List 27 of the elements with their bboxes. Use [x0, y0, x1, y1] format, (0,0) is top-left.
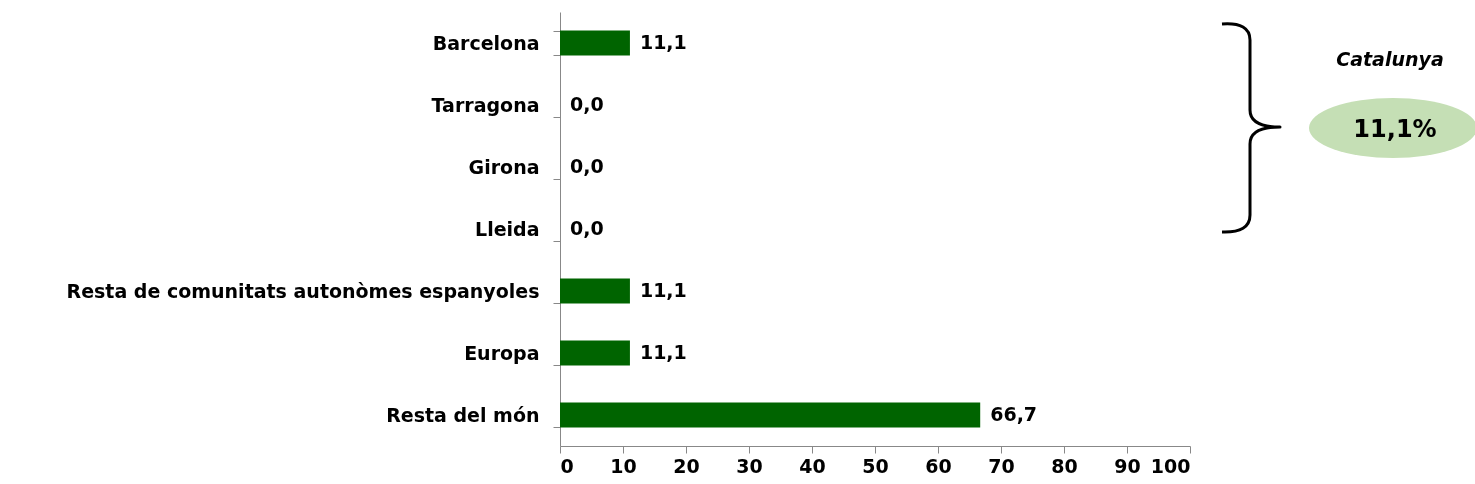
y-tick-label: Girona [468, 155, 540, 178]
x-tick-label: 0 [560, 454, 574, 477]
y-tick-label: Tarragona [431, 93, 540, 116]
y-tick-label: Europa [464, 341, 540, 364]
y-tick-label: Lleida [475, 217, 540, 240]
data-label: 0,0 [570, 217, 604, 239]
data-label: 11,1 [639, 341, 687, 363]
x-tick-label: 70 [988, 454, 1015, 477]
data-label: 11,1 [639, 31, 687, 53]
text: Catalunya [1336, 48, 1444, 70]
x-tick-label: 100 [1150, 454, 1191, 477]
data-label: 11,1 [639, 279, 687, 301]
x-tick-label: 60 [925, 454, 952, 477]
text: 11,1% [1353, 115, 1437, 143]
y-tick-label: Resta del món [386, 403, 540, 426]
y-tick-label: Resta de comunitats autonòmes espanyoles [66, 279, 540, 302]
x-tick-label: 40 [799, 454, 826, 477]
x-tick-label: 30 [736, 454, 763, 477]
x-tick-label: 20 [673, 454, 700, 477]
x-tick-label: 10 [610, 454, 637, 477]
x-tick-label: 90 [1114, 454, 1141, 477]
x-tick-label: 50 [862, 454, 889, 477]
x-tick-label: 80 [1051, 454, 1078, 477]
data-label: 0,0 [570, 155, 604, 177]
data-label: 0,0 [570, 93, 604, 115]
data-label: 66,7 [990, 403, 1038, 425]
y-tick-label: Barcelona [432, 31, 540, 54]
